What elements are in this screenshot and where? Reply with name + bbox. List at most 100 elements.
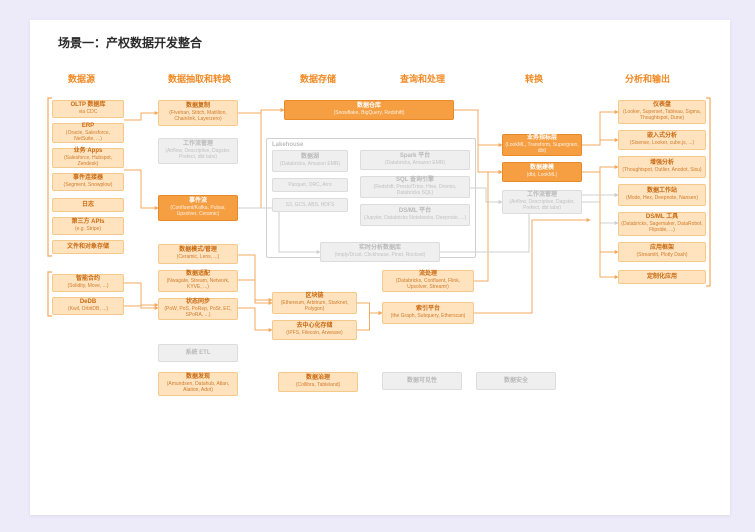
node-label: 数据发现: [186, 374, 210, 381]
wire-18: [582, 140, 618, 145]
node-src-apps: 业务 Apps(Salesforce, Hubspot, Zendesk): [52, 148, 124, 168]
wire-9: [238, 308, 272, 330]
node-subtitle: (e.g. Stripe): [75, 227, 101, 233]
column-header-1: 数据抽取和转换: [168, 72, 231, 85]
node-label: SQL 查询引擎: [396, 177, 434, 184]
node-out-custom: 定制化应用: [618, 270, 706, 284]
node-subtitle: S3, GCS, ABS, HDFS: [286, 203, 335, 209]
node-subtitle: (Jupyter, Databricks Notebooks, Deepnote…: [364, 216, 467, 222]
node-src-erp: ERP(Oracle, Salesforce, NetSuite, ...): [52, 123, 124, 143]
node-label: 第三方 APIs: [71, 219, 104, 226]
node-subtitle: (Fivetran, Stitch, Matillion, Chainlink,…: [161, 111, 235, 123]
node-label: 数据复制: [186, 103, 210, 110]
node-subtitle: (Nwagate, Stream, Network, KYVE, ...): [161, 279, 235, 291]
column-header-2: 数据存储: [300, 72, 336, 85]
node-sto-decen: 去中心化存储(IPFS, Filecoin, Arweave): [272, 320, 357, 340]
diagram-title: 场景一：产权数据开发整合: [58, 34, 202, 51]
node-sto-s3: S3, GCS, ABS, HDFS: [272, 198, 348, 212]
node-label: 事件连接器: [73, 175, 103, 182]
node-subtitle: (Snowflake, BigQuery, Redshift): [334, 111, 405, 117]
node-label: 流处理: [419, 271, 437, 278]
node-qry-stream: 流处理(Databricks, Confluent, Flink, Upsolv…: [382, 270, 474, 292]
node-src-dedb: DeDB(Kwil, OrbitDB, ...): [52, 297, 124, 315]
column-header-5: 分析和输出: [625, 72, 670, 85]
node-label: 工作流管理: [183, 141, 213, 148]
node-label: 系统 ETL: [186, 350, 211, 357]
node-label: 索引平台: [416, 306, 440, 313]
node-tr-workflow: 工作流管理(Airflow, Descriptive, Dagster, Pre…: [502, 190, 582, 214]
node-subtitle: (Oracle, Salesforce, NetSuite, ...): [55, 131, 121, 143]
connection-layer: [30, 20, 730, 515]
node-label: 日志: [82, 202, 94, 209]
node-label: 数据工作站: [647, 188, 677, 195]
node-label: 文件和对象存储: [67, 244, 109, 251]
node-sto-dw: 数据仓库(Snowflake, BigQuery, Redshift): [284, 100, 454, 120]
node-label: DS/ML 平台: [399, 208, 431, 215]
node-label: 增强分析: [650, 160, 674, 167]
node-subtitle: (Sisense, Looker, cube.js, ...): [630, 141, 694, 147]
wire-2: [124, 283, 158, 305]
node-subtitle: (Looker, Superset, Tableau, Sigma, Thoug…: [621, 110, 703, 122]
lakehouse-label: Lakehouse: [272, 142, 303, 148]
node-qry-sec: 数据安全: [476, 372, 556, 390]
node-subtitle: (Kwil, OrbitDB, ...): [68, 307, 108, 313]
node-src-events: 事件连接器(Segment, Snowplow): [52, 173, 124, 191]
node-subtitle: (Airflow, Descriptive, Dagster, Prefect,…: [161, 149, 235, 161]
node-label: 业务 Apps: [74, 148, 103, 155]
node-ext-replicate: 数据复制(Fivetran, Stitch, Matillion, Chainl…: [158, 100, 238, 126]
node-subtitle: (the Graph, Subquery, Etherscan): [391, 314, 466, 320]
node-label: 定制化应用: [647, 274, 677, 281]
node-out-wb: 数据工作站(Mode, Hex, Deepnote, Nansen): [618, 184, 706, 206]
node-label: 数据建模: [530, 165, 554, 172]
diagram-sheet: 场景一：产权数据开发整合 数据源数据抽取和转换数据存储查询和处理转换分析和输出 …: [30, 20, 730, 515]
node-subtitle: (Ethereum, Arbitrum, Starknet, Polygon): [275, 301, 354, 313]
node-label: 数据适配: [186, 271, 210, 278]
node-subtitle: (Databricks, Amazon EMR): [280, 162, 340, 168]
node-subtitle: (Ceramic, Lens, ...): [177, 255, 220, 261]
node-label: 业务指标层: [527, 135, 557, 142]
node-subtitle: (Segment, Snowplow): [64, 183, 113, 189]
wire-20: [582, 172, 618, 195]
column-header-4: 转换: [525, 72, 543, 85]
node-ext-state: 状态同步(PoW, PoS, PoRep, PoSt, EC, SPoRA, .…: [158, 298, 238, 320]
node-subtitle: (Redshift, Presto/Trino, Hive, Dremio, D…: [363, 185, 467, 197]
node-label: 仪表盘: [653, 102, 671, 109]
wire-1: [124, 170, 158, 208]
node-label: 数据可见性: [407, 378, 437, 385]
node-sto-chain: 区块链(Ethereum, Arbitrum, Starknet, Polygo…: [272, 292, 357, 314]
wire-15: [474, 172, 502, 281]
bracket-2: [706, 98, 710, 286]
wire-17: [582, 112, 618, 145]
node-sto-rt: 实时分析数据库(Imply/Druid, Clickhouse, Pinot, …: [320, 242, 440, 262]
node-label: 状态同步: [186, 299, 210, 306]
node-qry-spark: Spark 平台(Databricks, Amazon EMR): [360, 150, 470, 170]
node-label: 数据模式/管理: [179, 247, 217, 254]
node-subtitle: (Streamlit, Plotly Dash): [636, 253, 687, 259]
node-qry-sql: SQL 查询引擎(Redshift, Presto/Trino, Hive, D…: [360, 176, 470, 198]
wire-7: [238, 255, 272, 300]
wire-22: [582, 172, 618, 252]
node-ext-workflow: 工作流管理(Airflow, Descriptive, Dagster, Pre…: [158, 138, 238, 164]
node-ext-discover: 数据发现(Amundsen, Datahub, Atlan, Alation, …: [158, 372, 238, 396]
node-src-api: 第三方 APIs(e.g. Stripe): [52, 217, 124, 235]
node-subtitle: (dbt, LookML): [527, 173, 558, 179]
node-out-embed: 嵌入式分析(Sisense, Looker, cube.js, ...): [618, 130, 706, 150]
node-src-oltp: OLTP 数据库via CDC: [52, 100, 124, 118]
node-subtitle: (Confluent/Kafka, Pulsar, Upsolver, Cera…: [161, 206, 235, 218]
node-subtitle: (Thoughtspot, Outlier, Anodot, Sisu): [622, 168, 701, 174]
node-subtitle: (LookML, Transform, Supergrain, dbt): [505, 143, 579, 155]
node-label: 工作流管理: [527, 192, 557, 199]
node-subtitle: (Salesforce, Hubspot, Zendesk): [55, 156, 121, 168]
node-tr-model: 数据建模(dbt, LookML): [502, 162, 582, 182]
node-label: 应用框架: [650, 245, 674, 252]
node-label: ERP: [82, 123, 94, 130]
node-subtitle: (Databricks, Amazon EMR): [385, 161, 445, 167]
wire-10: [357, 303, 382, 313]
node-label: 去中心化存储: [296, 323, 332, 330]
node-sto-gov: 数据治理(Collibra, Tableland): [278, 372, 358, 392]
node-sto-datalake: 数据湖(Databricks, Amazon EMR): [272, 150, 348, 172]
node-out-dash: 仪表盘(Looker, Superset, Tableau, Sigma, Th…: [618, 100, 706, 124]
node-label: DS/ML 工具: [646, 214, 678, 221]
wire-19: [582, 167, 618, 172]
node-label: 数据治理: [306, 375, 330, 382]
